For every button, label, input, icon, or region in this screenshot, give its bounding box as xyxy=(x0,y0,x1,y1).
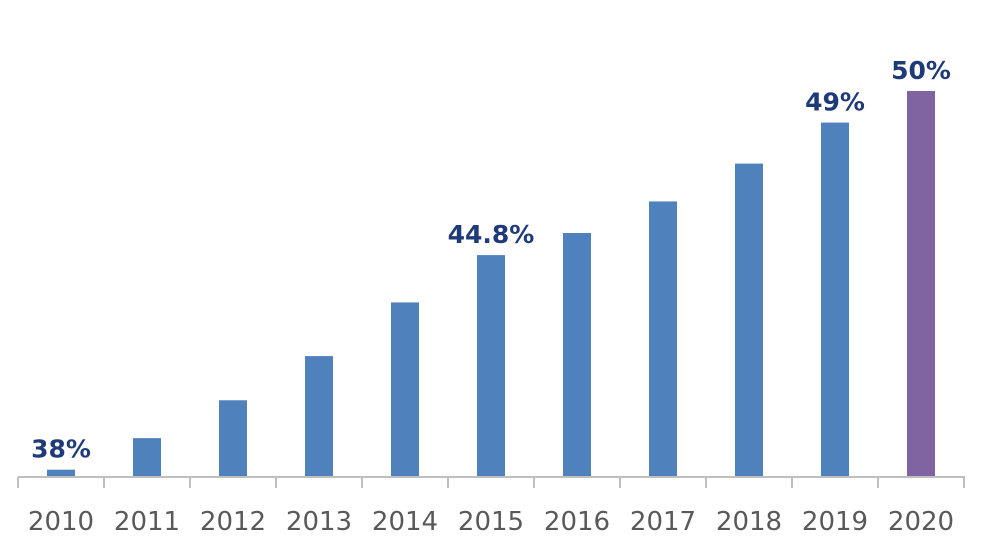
bar-2018 xyxy=(735,163,763,476)
bar-2020 xyxy=(907,91,935,476)
x-tick-label: 2012 xyxy=(200,507,266,537)
x-tick-label: 2017 xyxy=(630,507,696,537)
bar-2013 xyxy=(305,356,333,476)
x-tick-label: 2014 xyxy=(372,507,438,537)
data-label-2010: 38% xyxy=(31,435,91,464)
x-tick-label: 2010 xyxy=(28,507,94,537)
x-tick-label: 2015 xyxy=(458,507,524,537)
data-label-2015: 44.8% xyxy=(448,220,535,249)
bar-2017 xyxy=(649,201,677,477)
bar-2010 xyxy=(47,469,75,476)
bar-2016 xyxy=(563,233,591,476)
x-axis-ticks xyxy=(17,477,965,488)
bar-2014 xyxy=(391,302,419,476)
x-tick-label: 2016 xyxy=(544,507,610,537)
labels-group: 2010 38% 2011 2012 2013 2014 2015 44.8% 2016 2017… xyxy=(28,56,954,537)
bar-2015 xyxy=(477,255,505,476)
x-tick-label: 2011 xyxy=(114,507,180,537)
x-tick-label: 2019 xyxy=(802,507,868,537)
x-tick-label: 2020 xyxy=(888,507,954,537)
bar-2019 xyxy=(821,122,849,477)
x-tick-label: 2018 xyxy=(716,507,782,537)
bar-2012 xyxy=(219,400,247,476)
bar-2011 xyxy=(133,438,161,476)
data-label-2020: 50% xyxy=(891,56,951,85)
bars-group xyxy=(47,91,935,477)
x-tick-label: 2013 xyxy=(286,507,352,537)
data-label-2019: 49% xyxy=(805,88,865,117)
